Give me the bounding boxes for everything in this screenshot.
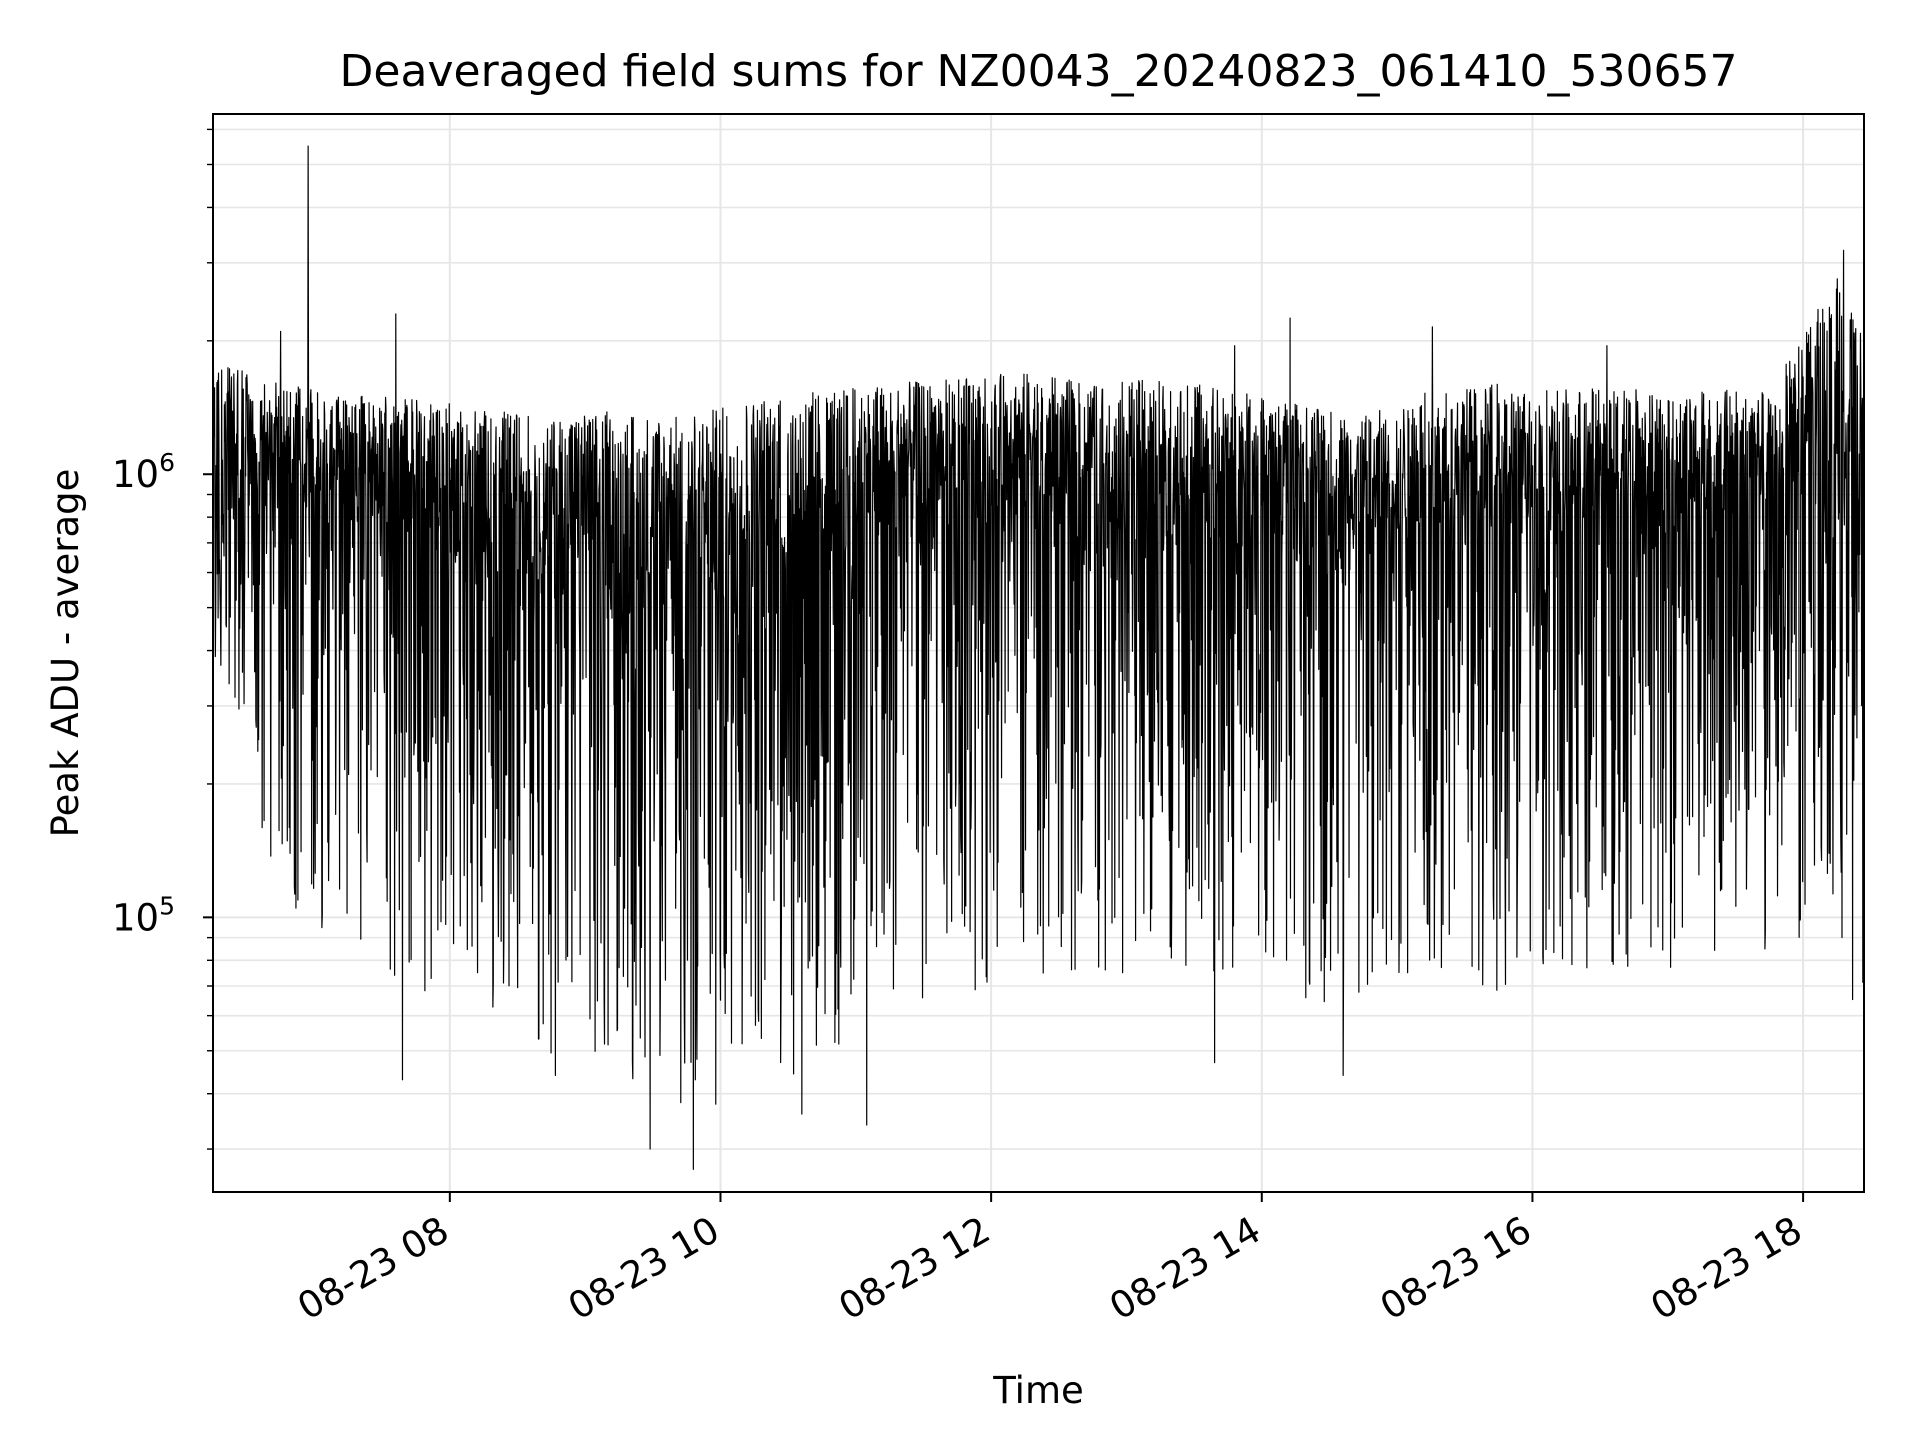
series-line <box>212 145 1865 1170</box>
series-line-group <box>212 145 1865 1170</box>
y-axis-label: Peak ADU - average <box>44 469 87 838</box>
chart-title: Deaveraged field sums for NZ0043_2024082… <box>340 46 1738 97</box>
x-axis-label: Time <box>992 1369 1084 1412</box>
plot-frame <box>212 113 1865 1193</box>
